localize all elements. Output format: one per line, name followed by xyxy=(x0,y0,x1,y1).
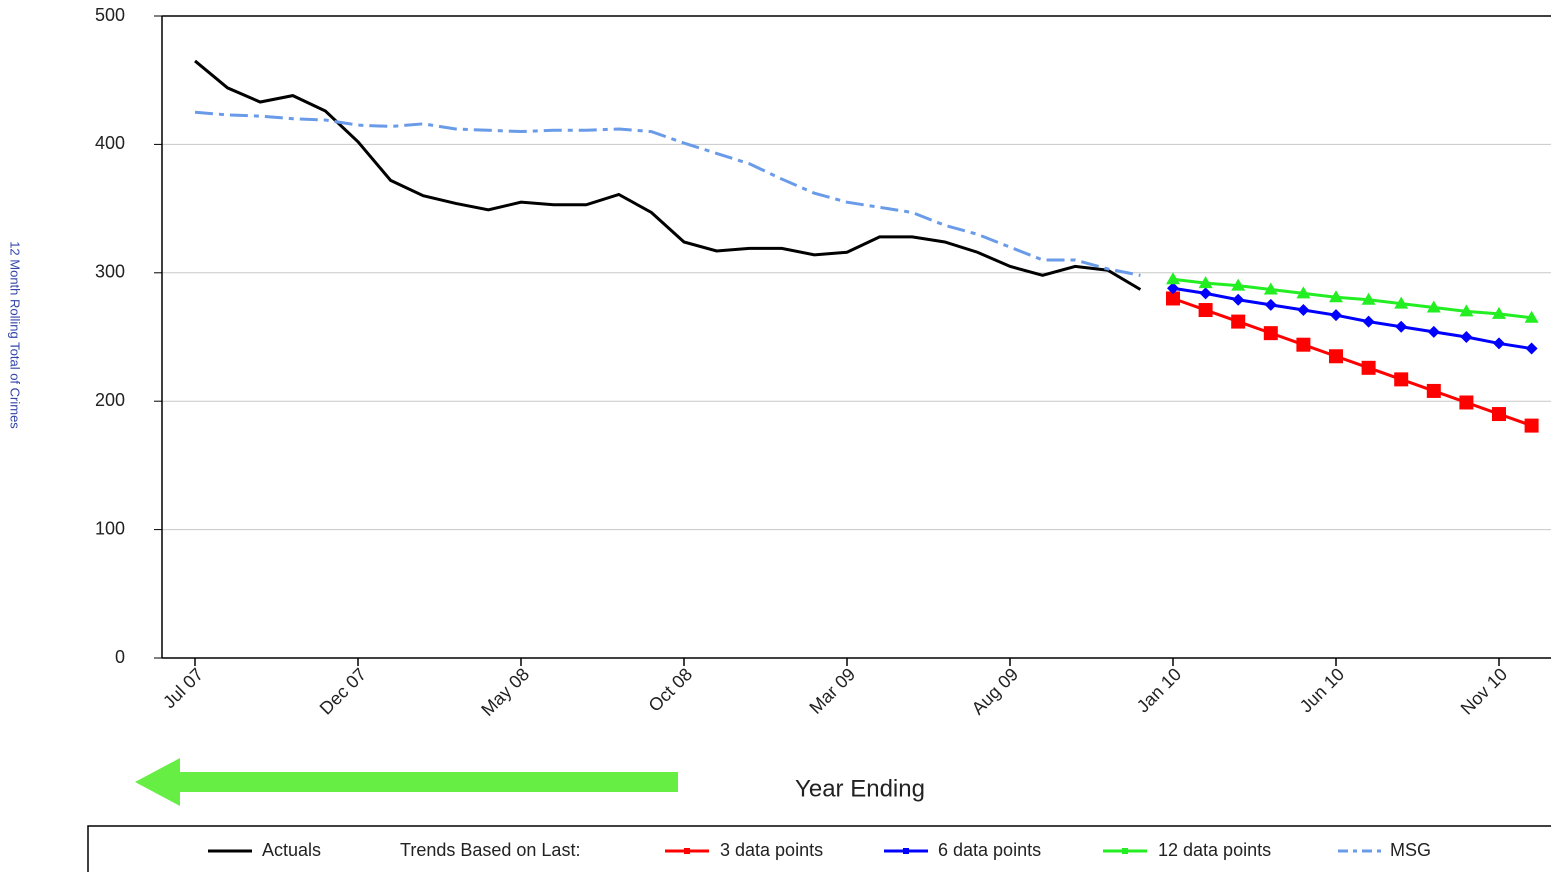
series-line xyxy=(1172,277,1532,320)
marker xyxy=(1166,291,1180,306)
marker xyxy=(1199,287,1212,300)
x-tick-label: Oct 08 xyxy=(645,664,697,716)
marker xyxy=(1231,278,1246,291)
x-tick-label: May 08 xyxy=(477,664,533,720)
marker xyxy=(1231,314,1246,329)
legend-label: 6 data points xyxy=(938,840,1041,860)
marker xyxy=(1361,292,1376,305)
marker xyxy=(1524,418,1539,433)
marker xyxy=(1460,331,1473,343)
legend-marker xyxy=(1122,848,1128,854)
series-line xyxy=(194,59,1142,291)
marker xyxy=(1395,320,1408,333)
y-tick-label: 500 xyxy=(95,5,125,25)
marker xyxy=(1297,304,1310,317)
y-tick-label: 200 xyxy=(95,390,125,410)
arrow xyxy=(135,758,678,806)
legend-label: 3 data points xyxy=(720,840,823,860)
marker xyxy=(1198,303,1213,318)
marker xyxy=(1329,349,1343,364)
marker xyxy=(1524,310,1539,323)
marker xyxy=(1361,360,1376,375)
legend-label: Actuals xyxy=(262,840,321,860)
marker xyxy=(1263,326,1278,341)
legend-prefix: Trends Based on Last: xyxy=(400,840,580,860)
y-tick-label: 300 xyxy=(95,262,125,282)
marker xyxy=(1492,407,1506,422)
legend-marker xyxy=(903,848,909,854)
marker xyxy=(1362,315,1375,328)
x-tick-label: Dec 07 xyxy=(316,664,370,718)
marker xyxy=(1198,276,1213,289)
marker xyxy=(1426,383,1441,398)
marker xyxy=(1296,286,1311,299)
y-tick-label: 100 xyxy=(95,518,125,538)
marker xyxy=(1329,290,1343,303)
marker xyxy=(1167,282,1179,295)
x-tick-label: Nov 10 xyxy=(1457,664,1511,718)
y-tick-label: 400 xyxy=(95,133,125,153)
x-axis-label: Year Ending xyxy=(795,775,925,802)
x-tick-label: Jun 10 xyxy=(1296,664,1348,716)
marker xyxy=(1492,306,1506,319)
marker xyxy=(1264,298,1277,311)
x-tick-label: Mar 09 xyxy=(805,664,859,718)
y-axis-label: 12 Month Rolling Total of Crimes xyxy=(8,241,23,429)
marker xyxy=(1296,337,1311,352)
series-line xyxy=(1172,286,1532,351)
series-line xyxy=(194,110,1141,277)
marker xyxy=(1426,300,1441,313)
marker xyxy=(1525,342,1538,355)
legend-marker xyxy=(684,848,690,854)
marker xyxy=(1427,325,1440,338)
marker xyxy=(1493,337,1505,350)
legend-label: 12 data points xyxy=(1158,840,1271,860)
marker xyxy=(1394,296,1409,309)
y-tick-label: 0 xyxy=(115,647,125,667)
legend-box xyxy=(87,825,1551,872)
x-tick-label: Aug 09 xyxy=(968,664,1022,718)
marker xyxy=(1330,309,1342,322)
marker xyxy=(1394,372,1409,387)
marker xyxy=(1459,395,1474,410)
legend-label: MSG xyxy=(1390,840,1431,860)
marker xyxy=(1232,293,1245,306)
marker xyxy=(1263,282,1278,295)
x-tick-label: Jul 07 xyxy=(159,664,207,712)
marker xyxy=(1459,304,1474,317)
x-tick-label: Jan 10 xyxy=(1133,664,1185,716)
marker xyxy=(1166,272,1180,285)
